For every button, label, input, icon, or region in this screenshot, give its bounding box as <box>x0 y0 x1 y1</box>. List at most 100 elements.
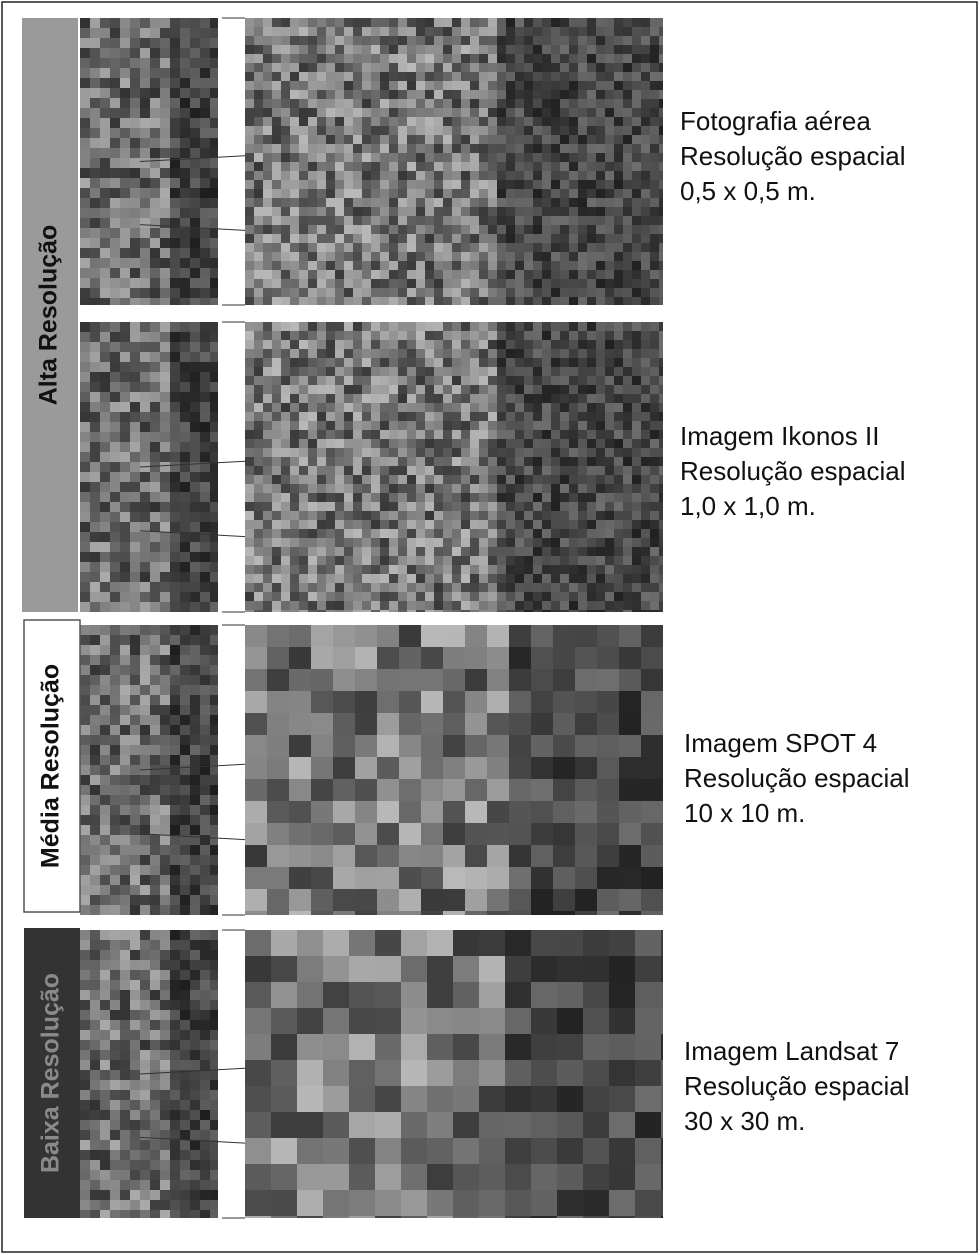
pixel <box>353 225 362 234</box>
pixel <box>80 970 90 980</box>
pixel <box>140 1190 150 1200</box>
pixel <box>110 745 120 755</box>
pixel <box>425 207 434 216</box>
pixel <box>614 252 623 261</box>
pixel <box>210 675 218 685</box>
pixel <box>100 362 110 372</box>
pixel <box>90 178 100 188</box>
pixel <box>434 261 443 270</box>
pixel <box>575 867 597 889</box>
pixel <box>150 522 160 532</box>
pixel <box>245 216 254 225</box>
pixel <box>210 278 218 288</box>
pixel <box>452 601 461 610</box>
pixel <box>650 349 659 358</box>
pixel <box>281 385 290 394</box>
pixel <box>110 695 120 705</box>
pixel <box>130 930 140 940</box>
pixel <box>90 845 100 855</box>
pixel <box>623 601 632 610</box>
pixel <box>140 68 150 78</box>
pixel <box>641 493 650 502</box>
pixel <box>335 502 344 511</box>
pixel <box>416 538 425 547</box>
pixel <box>290 466 299 475</box>
pixel <box>90 572 100 582</box>
pixel <box>434 529 443 538</box>
pixel <box>254 288 263 297</box>
pixel <box>344 592 353 601</box>
pixel <box>308 189 317 198</box>
pixel <box>560 556 569 565</box>
pixel <box>389 126 398 135</box>
pixel <box>632 439 641 448</box>
pixel <box>272 162 281 171</box>
pixel <box>587 126 596 135</box>
pixel <box>542 538 551 547</box>
pixel <box>569 610 578 612</box>
pixel <box>569 207 578 216</box>
pixel <box>641 823 663 845</box>
pixel <box>110 128 120 138</box>
pixel <box>180 542 190 552</box>
pixel <box>488 439 497 448</box>
pixel <box>614 322 623 331</box>
pixel <box>398 162 407 171</box>
pixel <box>399 669 421 691</box>
pixel <box>170 268 180 278</box>
pixel <box>308 153 317 162</box>
pixel <box>578 18 587 27</box>
pixel <box>597 779 619 801</box>
pixel <box>200 48 210 58</box>
pixel <box>210 1060 218 1070</box>
pixel <box>150 815 160 825</box>
pixel <box>290 63 299 72</box>
pixel <box>80 715 90 725</box>
pixel <box>524 529 533 538</box>
pixel <box>509 823 531 845</box>
pixel <box>100 815 110 825</box>
pixel <box>80 78 90 88</box>
pixel <box>443 574 452 583</box>
pixel <box>488 81 497 90</box>
pixel <box>100 735 110 745</box>
pixel <box>551 565 560 574</box>
pixel <box>533 63 542 72</box>
pixel <box>210 542 218 552</box>
pixel <box>515 162 524 171</box>
pixel <box>551 189 560 198</box>
pixel <box>515 45 524 54</box>
pixel <box>650 457 659 466</box>
pixel <box>120 342 130 352</box>
pixel <box>377 735 399 757</box>
pixel <box>245 349 254 358</box>
pixel <box>150 352 160 362</box>
pixel <box>90 492 100 502</box>
pixel <box>210 58 218 68</box>
pixel <box>210 1020 218 1030</box>
pixel <box>90 1050 100 1060</box>
pixel <box>461 349 470 358</box>
pixel <box>80 645 90 655</box>
pixel <box>416 529 425 538</box>
pixel <box>281 288 290 297</box>
pixel <box>344 225 353 234</box>
pixel <box>524 171 533 180</box>
pixel <box>190 582 200 592</box>
pixel <box>614 439 623 448</box>
pixel <box>506 592 515 601</box>
pixel <box>263 288 272 297</box>
pixel <box>553 911 575 915</box>
pixel <box>587 322 596 331</box>
pixel <box>120 442 130 452</box>
pixel <box>130 1010 140 1020</box>
pixel <box>569 180 578 189</box>
pixel <box>515 135 524 144</box>
pixel <box>190 940 200 950</box>
pixel <box>509 911 531 915</box>
pixel <box>170 1140 180 1150</box>
pixel <box>272 261 281 270</box>
pixel <box>515 126 524 135</box>
pixel <box>479 81 488 90</box>
pixel <box>542 484 551 493</box>
